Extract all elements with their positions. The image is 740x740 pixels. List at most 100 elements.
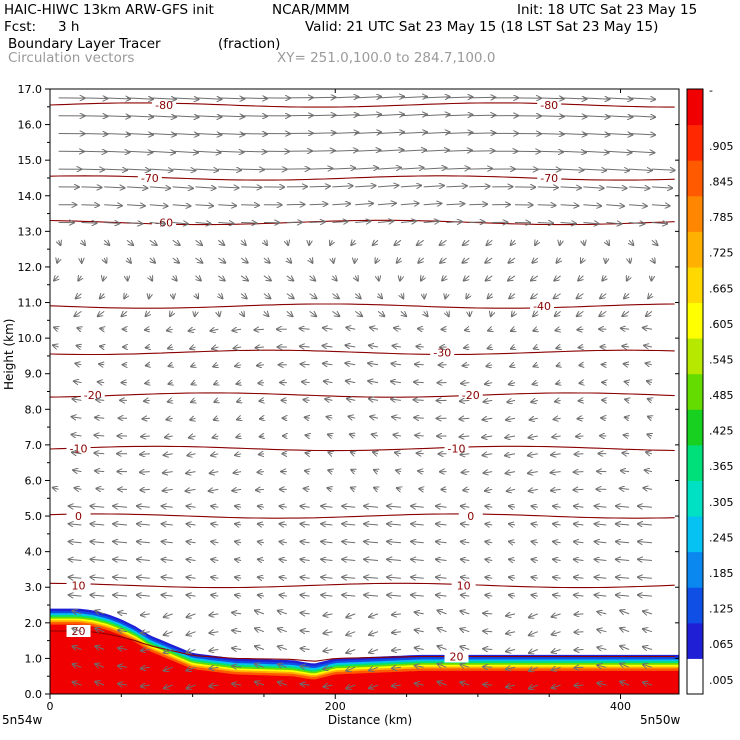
circulation-vector — [74, 381, 82, 383]
circulation-vector — [113, 506, 128, 507]
circulation-vector — [423, 203, 442, 204]
circulation-vector — [172, 169, 196, 170]
circulation-vector — [195, 205, 214, 206]
circulation-vector — [537, 98, 564, 99]
colorbar-swatch — [687, 373, 703, 410]
circulation-vector — [483, 631, 493, 632]
circulation-vector — [460, 400, 470, 401]
circulation-vector — [309, 168, 333, 169]
circulation-vector — [509, 542, 516, 543]
circulation-vector — [368, 381, 379, 383]
circulation-vector — [332, 311, 339, 316]
circulation-vector — [172, 116, 199, 117]
circulation-vector — [172, 187, 193, 188]
contour-label: -70 — [540, 172, 558, 185]
circulation-vector — [351, 488, 355, 490]
circulation-vector — [552, 650, 561, 653]
circulation-vector — [69, 559, 82, 560]
circulation-vector — [606, 98, 632, 99]
circulation-vector — [574, 506, 584, 507]
contour-line — [50, 630, 675, 662]
circulation-vector — [260, 418, 264, 419]
circulation-vector — [218, 258, 225, 263]
circulation-vector — [392, 650, 401, 651]
colorbar-tick-label: .365 — [709, 460, 734, 473]
circulation-vector — [638, 542, 652, 543]
circulation-vector — [369, 345, 379, 347]
colorbar-swatch — [687, 658, 703, 695]
circulation-vector — [187, 632, 196, 635]
circulation-vector — [162, 595, 173, 596]
circulation-vector — [400, 150, 426, 151]
circulation-vector — [597, 630, 607, 632]
circulation-vector — [241, 134, 267, 135]
circulation-vector — [100, 328, 104, 329]
circulation-vector — [235, 365, 242, 366]
circulation-vector — [629, 187, 649, 188]
circulation-vector — [643, 488, 652, 490]
circulation-vector — [210, 472, 219, 474]
circulation-vector — [647, 381, 652, 383]
circulation-vector — [400, 114, 427, 115]
circulation-vector — [577, 294, 584, 299]
circulation-vector — [625, 417, 629, 418]
circulation-vector — [461, 595, 470, 596]
colorbar-top-label: - — [709, 84, 713, 97]
circulation-vector — [332, 294, 338, 299]
circulation-vector — [172, 258, 179, 263]
circulation-vector — [150, 276, 152, 281]
contour-label: -80 — [540, 99, 558, 112]
circulation-vector — [187, 542, 196, 543]
circulation-vector — [81, 134, 107, 135]
circulation-vector — [551, 489, 561, 490]
circulation-vector — [209, 614, 219, 615]
circulation-vector — [69, 524, 82, 525]
circulation-vector — [95, 611, 105, 614]
circulation-vector — [72, 629, 82, 632]
circulation-vector — [81, 169, 104, 170]
circulation-vector — [377, 132, 404, 133]
circulation-vector — [113, 577, 128, 578]
contour-label: 20 — [72, 625, 86, 638]
circulation-vector — [286, 311, 293, 316]
circulation-vector — [342, 506, 356, 507]
colorbar-swatch — [687, 622, 703, 659]
circulation-vector — [187, 595, 196, 596]
circulation-vector — [355, 258, 356, 263]
circulation-vector — [509, 294, 516, 299]
circulation-vector — [259, 454, 264, 455]
circulation-vector — [507, 489, 516, 491]
circulation-vector — [162, 559, 173, 560]
circulation-vector — [621, 328, 630, 329]
circulation-vector — [280, 542, 287, 543]
circulation-vector — [236, 383, 241, 384]
circulation-vector — [638, 559, 652, 560]
circulation-vector — [211, 542, 219, 543]
circulation-vector — [482, 436, 493, 438]
circulation-vector — [415, 630, 424, 632]
circulation-vector — [164, 632, 173, 635]
colorbar-frame — [686, 88, 704, 695]
circulation-vector — [400, 276, 401, 281]
circulation-vector — [462, 258, 470, 263]
circulation-vector — [218, 151, 243, 152]
circulation-vector — [620, 610, 630, 614]
circulation-vector — [400, 221, 416, 223]
circulation-vector — [418, 258, 425, 263]
circulation-vector — [95, 471, 105, 472]
circulation-vector — [126, 116, 153, 117]
circulation-vector — [576, 436, 584, 437]
circulation-vector — [583, 187, 603, 188]
model-title: HAIC-HIWC 13km ARW-GFS init — [4, 2, 214, 18]
circulation-vector — [461, 577, 470, 578]
contour-label: 0 — [467, 510, 474, 523]
circulation-vector — [332, 258, 333, 263]
circulation-vector — [72, 417, 82, 419]
circulation-vector — [560, 205, 579, 206]
cross-section-endpoints: XY= 251.0,100.0 to 284.7,100.0 — [277, 50, 496, 66]
x-tick-label: 400 — [610, 700, 631, 713]
circulation-vector — [574, 524, 584, 525]
circulation-vector — [69, 542, 82, 543]
circulation-vector — [195, 98, 222, 99]
circulation-vector — [531, 276, 539, 281]
